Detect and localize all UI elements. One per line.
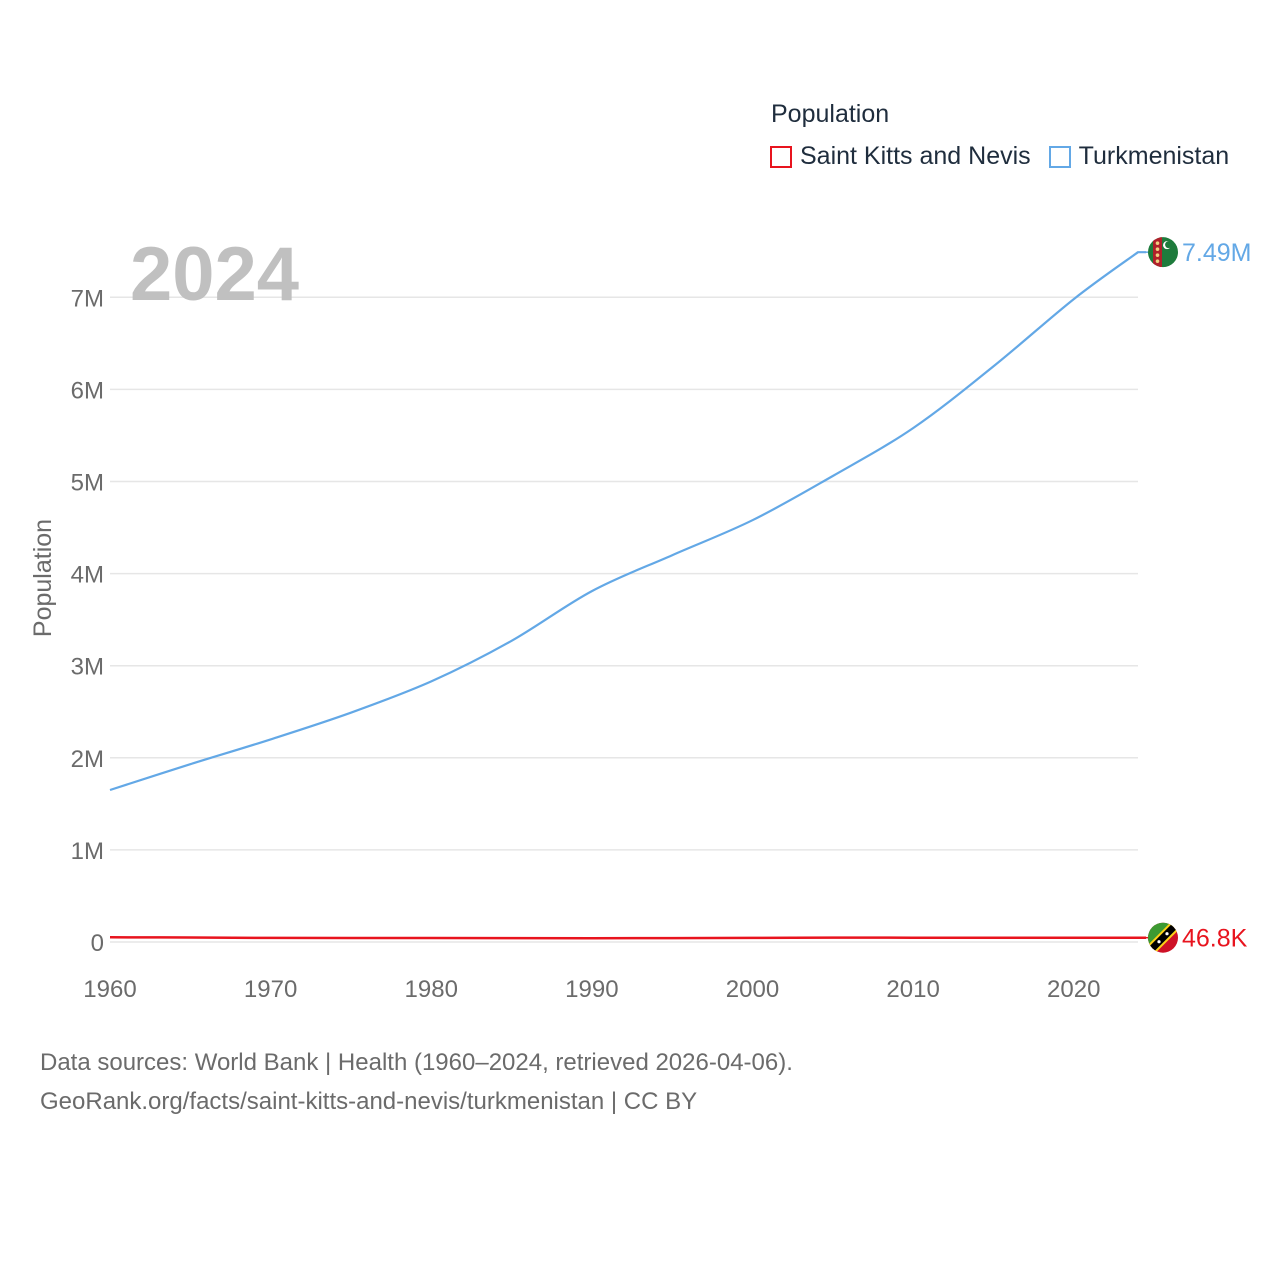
series-line-turkmenistan [109, 251, 1146, 792]
legend-label-saint-kitts-and-nevis: Saint Kitts and Nevis [800, 142, 1031, 170]
y-tick-label: 1M [71, 838, 104, 865]
series-lines [109, 251, 1146, 940]
legend-swatch-turkmenistan [1048, 145, 1071, 168]
x-tick-label: 1970 [244, 976, 297, 1003]
y-tick-label: 5M [71, 470, 104, 497]
legend-title: Population [771, 100, 890, 128]
y-tick-label: 2M [71, 746, 104, 773]
y-tick-label: 0 [91, 930, 104, 957]
y-axis-label: Population [29, 519, 57, 637]
x-tick-label: 2020 [1047, 976, 1100, 1003]
x-tick-label: 1980 [405, 976, 458, 1003]
source-link[interactable]: GeoRank.org/facts/saint-kitts-and-nevis/… [40, 1088, 698, 1115]
grid-lines [110, 296, 1138, 943]
legend-item-saint-kitts-and-nevis[interactable]: Saint Kitts and Nevis [770, 142, 1031, 171]
x-tick-label: 1960 [83, 976, 136, 1003]
end-value-label-turkmenistan: 7.49M [1182, 239, 1251, 267]
legend-label-turkmenistan: Turkmenistan [1078, 142, 1230, 170]
data-source-note: Data sources: World Bank | Health (1960–… [40, 1043, 793, 1121]
series-end-markers: 46.8K 7.49M [1146, 237, 1251, 953]
x-tick-label: 1990 [565, 976, 618, 1003]
y-tick-label: 6M [71, 377, 104, 404]
flag-saint-kitts-and-nevis-icon [1148, 922, 1178, 953]
flag-turkmenistan-icon [1148, 237, 1178, 268]
y-axis-ticks: 0 1M 2M 3M 4M 5M 6M 7M [71, 285, 104, 957]
y-tick-label: 3M [71, 654, 104, 681]
legend-swatch-saint-kitts-and-nevis [770, 145, 792, 168]
end-value-label-saint-kitts-and-nevis: 46.8K [1182, 925, 1248, 953]
legend: Saint Kitts and Nevis Turkmenistan [770, 142, 1247, 171]
x-tick-label: 2010 [886, 976, 939, 1003]
year-label: 2024 [130, 232, 299, 317]
y-tick-label: 4M [71, 562, 104, 589]
legend-item-turkmenistan[interactable]: Turkmenistan [1048, 142, 1230, 171]
y-tick-label: 7M [71, 285, 104, 312]
series-line-saint-kitts-and-nevis [109, 936, 1146, 940]
x-tick-label: 2000 [726, 976, 779, 1003]
x-axis-ticks: 1960 1970 1980 1990 2000 2010 2020 [83, 976, 1100, 1003]
source-line: Data sources: World Bank | Health (1960–… [40, 1049, 793, 1076]
